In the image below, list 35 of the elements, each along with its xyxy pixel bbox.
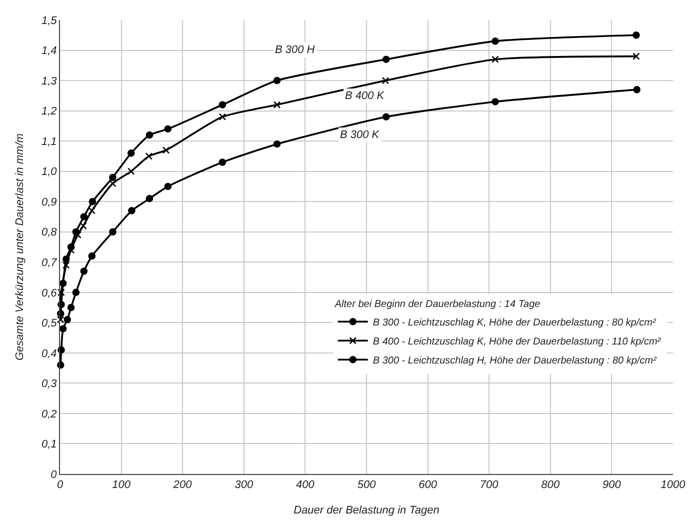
x-tick-label: 300 [234,479,254,492]
x-tick-label: 500 [357,479,377,492]
x-tick-label: 600 [418,479,438,492]
y-tick-label: 0,4 [42,348,57,360]
y-tick-label: 0,1 [42,438,57,451]
y-tick-label: 1,0 [42,166,58,178]
x-tick-label: 800 [541,479,560,492]
y-tick-label: 0,5 [42,318,58,330]
legend-label: B 300 - Leichtzuschlag K, Höhe der Dauerbelastung : 80 kp/cm² [372,318,656,329]
y-tick-label: 1,4 [42,45,57,58]
annotation: B 300 H [275,44,315,56]
x-axis-title: Dauer der Belastung in Tagen [294,504,440,516]
y-tick-label: 0,9 [42,196,57,208]
x-tick-label: 100 [112,479,132,492]
x-tick-label: 200 [172,479,193,492]
y-tick-label: 0,6 [42,287,58,300]
x-tick-label: 900 [602,479,622,492]
y-tick-label: 1,3 [42,75,58,88]
legend-title: Alter bei Beginn der Dauerbelastung : 14 Tage [334,299,541,310]
annotation: B 400 K [345,90,385,102]
legend-label: B 400 - Leichtzuschlag K, Höhe der Dauerbelastung : 110 kp/cm² [372,336,662,348]
x-tick-label: 700 [480,479,500,492]
x-tick-label: 400 [296,479,316,492]
y-tick-label: 1,1 [42,136,57,148]
x-tick-label: 1000 [660,479,686,492]
y-tick-label: 0,2 [42,408,57,420]
y-tick-label: 1,2 [42,106,57,118]
y-tick-label: 0,7 [42,256,58,269]
annotation: B 300 K [340,129,380,141]
legend-label: B 300 - Leichtzuschlag H, Höhe der Dauerbelastung : 80 kp/cm² [372,356,658,367]
y-tick-label: 1,5 [42,14,58,27]
y-tick-label: 0,8 [42,226,58,239]
y-tick-label: 0 [50,468,58,481]
y-tick-label: 0,3 [42,378,58,390]
y-axis-title: Gesamte Verkürzung unter Dauerlast in mm/m [14,133,26,361]
